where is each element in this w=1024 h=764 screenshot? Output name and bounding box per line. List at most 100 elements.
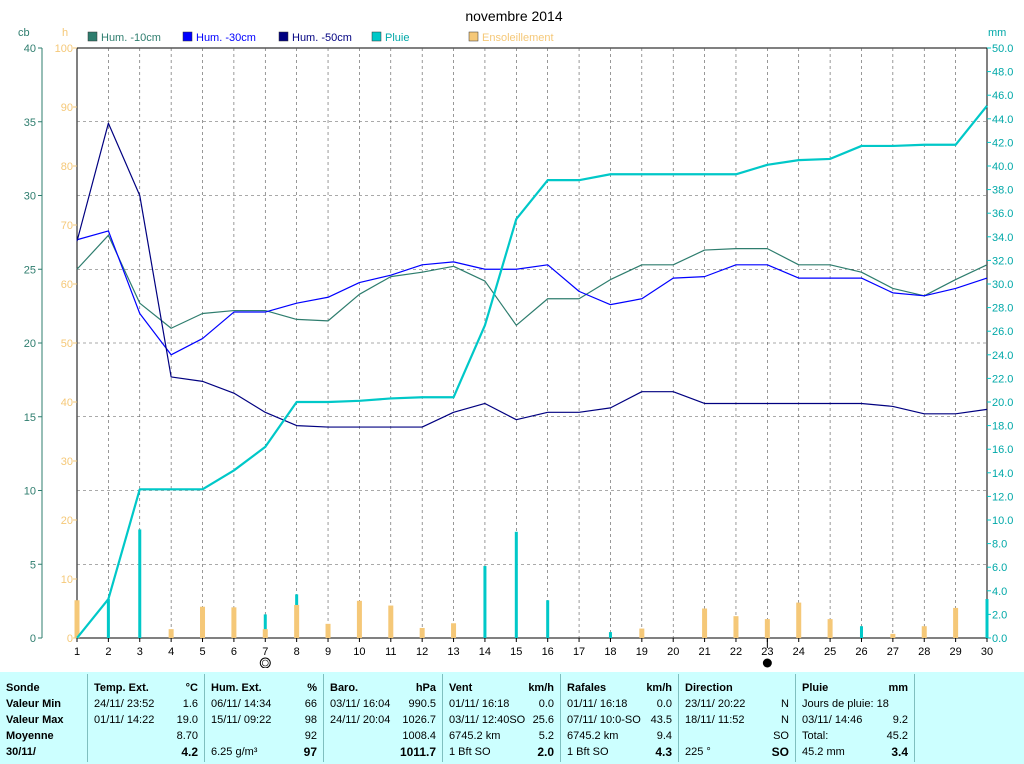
temp-current: 4.2 xyxy=(181,745,198,759)
sunshine-bar xyxy=(451,623,457,638)
mm-tick-label: 44.0 xyxy=(992,114,1013,126)
rafales-min-val: 0.0 xyxy=(656,698,672,710)
pluie-total-label: Total: xyxy=(802,730,829,742)
x-tick-label: 24 xyxy=(793,646,805,658)
legend-swatch xyxy=(468,31,479,42)
mm-tick-label: 34.0 xyxy=(992,232,1013,244)
pluie-jours: Jours de pluie: 18 xyxy=(802,698,889,710)
col-direction: Direction 23/11/ 20:22 N 18/11/ 11:52 N SO… xyxy=(678,674,795,762)
legend-label: Hum. -10cm xyxy=(101,32,161,44)
x-tick-label: 28 xyxy=(918,646,930,658)
temp-unit: °C xyxy=(185,682,198,694)
h-tick-label: 60 xyxy=(61,279,73,291)
vent-max-date: 03/11/ 12:40SO xyxy=(449,714,526,726)
row-label-min: Valeur Min xyxy=(6,698,62,710)
rain-bar xyxy=(514,531,518,638)
rain-bar xyxy=(138,529,142,638)
hum-max-val: 98 xyxy=(304,714,317,726)
cb-tick-label: 30 xyxy=(24,191,36,203)
cb-tick-label: 0 xyxy=(30,633,36,645)
sunshine-bar xyxy=(764,619,770,638)
rafales-avg: 9.4 xyxy=(656,730,672,742)
mm-tick-label: 42.0 xyxy=(992,137,1013,149)
x-tick-label: 19 xyxy=(636,646,648,658)
row-label-date: 30/11/ xyxy=(6,746,36,758)
sunshine-bar xyxy=(388,605,394,638)
sunshine-bar xyxy=(294,604,300,638)
baro-header: Baro. xyxy=(330,682,359,694)
direction-max-val: N xyxy=(781,714,789,726)
mm-tick-label: 16.0 xyxy=(992,444,1013,456)
x-tick-label: 3 xyxy=(137,646,143,658)
sunshine-bar xyxy=(74,600,80,638)
direction-cur-label: 225 ° xyxy=(685,746,711,758)
mm-tick-label: 22.0 xyxy=(992,373,1013,385)
x-tick-label: 9 xyxy=(325,646,331,658)
vent-cur-label: 1 Bft SO xyxy=(449,746,491,758)
x-tick-label: 10 xyxy=(353,646,365,658)
col-rafales: Rafales km/h 01/11/ 16:18 0.0 07/11/ 10:0-… xyxy=(560,674,678,762)
mm-tick-label: 24.0 xyxy=(992,350,1013,362)
series-line-hum-30cm xyxy=(76,230,988,356)
cb-tick-label: 40 xyxy=(24,43,36,55)
col-pluie: Pluie mm Jours de pluie: 18 03/11/ 14:46 9… xyxy=(795,674,914,762)
mm-tick-label: 32.0 xyxy=(992,255,1013,267)
sunshine-bar xyxy=(356,600,362,638)
rafales-min-date: 01/11/ 16:18 xyxy=(567,698,628,710)
temp-header: Temp. Ext. xyxy=(94,682,149,694)
direction-current: SO xyxy=(771,745,789,759)
x-tick-label: 15 xyxy=(510,646,522,658)
hum-min-val: 66 xyxy=(304,698,317,710)
mm-tick-label: 40.0 xyxy=(992,161,1013,173)
x-tick-label: 4 xyxy=(168,646,174,658)
legend-label: Hum. -30cm xyxy=(196,32,256,44)
mm-tick-label: 2.0 xyxy=(992,609,1007,621)
hum-current: 97 xyxy=(303,745,317,759)
x-tick-label: 16 xyxy=(542,646,554,658)
col-temp: Temp. Ext. °C 24/11/ 23:52 1.6 01/11/ 14:2… xyxy=(87,674,204,762)
h-tick-label: 90 xyxy=(61,102,73,114)
legend-label: Hum. -50cm xyxy=(292,32,352,44)
baro-avg: 1008.4 xyxy=(402,730,436,742)
mm-tick-label: 8.0 xyxy=(992,539,1007,551)
x-tick-label: 22 xyxy=(730,646,742,658)
mm-tick-label: 36.0 xyxy=(992,208,1013,220)
direction-max-date: 18/11/ 11:52 xyxy=(685,714,745,726)
vent-current: 2.0 xyxy=(537,745,554,759)
weather-chart: novembre 2014 cb h mm Hum. -10cm Hum. -30… xyxy=(18,8,1013,668)
baro-max-val: 1026.7 xyxy=(402,714,436,726)
hum-avg: 92 xyxy=(304,730,317,742)
temp-avg: 8.70 xyxy=(176,730,198,742)
temp-min-val: 1.6 xyxy=(182,698,198,710)
left-axis-cb-label: cb xyxy=(18,27,30,39)
mm-tick-label: 26.0 xyxy=(992,326,1013,338)
pluie-header: Pluie xyxy=(802,682,829,694)
mm-tick-label: 48.0 xyxy=(992,67,1013,79)
h-tick-label: 70 xyxy=(61,220,73,232)
pluie-cur-label: 45.2 mm xyxy=(802,746,845,758)
x-tick-label: 1 xyxy=(74,646,80,658)
chart-title: novembre 2014 xyxy=(465,8,563,24)
x-tick-label: 30 xyxy=(981,646,993,658)
legend-swatch xyxy=(371,31,382,42)
direction-header: Direction xyxy=(685,682,733,694)
grid xyxy=(76,47,988,639)
mm-tick-label: 20.0 xyxy=(992,397,1013,409)
cb-tick-label: 5 xyxy=(30,559,36,571)
baro-current: 1011.7 xyxy=(399,745,436,759)
baro-min-val: 990.5 xyxy=(408,698,436,710)
sonde-header: Sonde xyxy=(6,682,40,694)
rain-bar xyxy=(483,566,487,638)
x-tick-label: 12 xyxy=(416,646,428,658)
hum-abs: 6.25 g/m³ xyxy=(211,746,258,758)
sunshine-bar xyxy=(168,629,174,638)
sunshine-bar xyxy=(702,608,708,638)
mm-tick-label: 14.0 xyxy=(992,468,1013,480)
mm-tick-label: 4.0 xyxy=(992,586,1007,598)
mm-tick-label: 6.0 xyxy=(992,562,1007,574)
sunshine-bar xyxy=(200,606,206,638)
col-baro: Baro. hPa 03/11/ 16:04 990.5 24/11/ 20:04 1… xyxy=(323,674,442,762)
h-tick-label: 100 xyxy=(55,43,73,55)
full-moon-inner-ring xyxy=(261,659,269,667)
temp-max-date: 01/11/ 14:22 xyxy=(94,714,155,726)
